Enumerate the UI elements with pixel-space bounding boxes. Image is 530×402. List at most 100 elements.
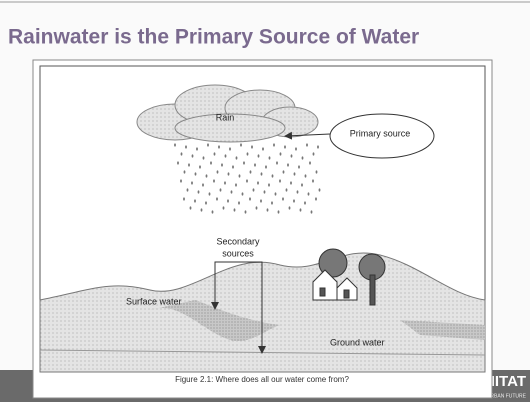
raindrop (302, 156, 304, 159)
primary-label: Primary source (350, 128, 411, 138)
raindrop (311, 210, 313, 213)
raindrop (275, 192, 277, 195)
raindrop (235, 183, 237, 186)
raindrop (239, 174, 241, 177)
raindrop (218, 145, 220, 148)
raindrop (293, 199, 295, 202)
raindrop (261, 172, 263, 175)
raindrop (180, 179, 182, 182)
raindrop (295, 147, 297, 150)
raindrop (247, 152, 249, 155)
raindrop (251, 145, 253, 148)
raindrop (315, 197, 317, 200)
surface-label: Surface water (126, 296, 182, 306)
raindrop (194, 199, 196, 202)
raindrop (206, 174, 208, 177)
raindrop (245, 210, 247, 213)
raindrop (313, 152, 315, 155)
slide: Rainwater is the Primary Source of Water… (0, 0, 530, 402)
raindrop (188, 163, 190, 166)
raindrop (250, 170, 252, 173)
raindrop (291, 154, 293, 157)
raindrop (278, 210, 280, 213)
raindrop (308, 192, 310, 195)
raindrop (229, 147, 231, 150)
raindrop (236, 156, 238, 159)
raindrop (271, 201, 273, 204)
raindrop (269, 156, 271, 159)
raindrop (185, 145, 187, 148)
raindrop (213, 179, 215, 182)
raindrop (260, 199, 262, 202)
raindrop (177, 161, 179, 164)
raindrop (246, 179, 248, 182)
raindrop (203, 156, 205, 159)
raindrop (264, 190, 266, 193)
raindrop (242, 192, 244, 195)
raindrop (238, 201, 240, 204)
raindrop (212, 210, 214, 213)
raindrop (300, 208, 302, 211)
raindrop (209, 192, 211, 195)
raindrop (234, 208, 236, 211)
raindrop (256, 206, 258, 209)
raindrop (196, 147, 198, 150)
raindrop (273, 143, 275, 146)
raindrop (216, 197, 218, 200)
raindrop (184, 170, 186, 173)
raindrop (201, 208, 203, 211)
raindrop (214, 152, 216, 155)
raindrop (231, 190, 233, 193)
raindrop (192, 154, 194, 157)
raindrop (257, 181, 259, 184)
page: Rainwater is the Primary Source of Water… (0, 0, 530, 402)
raindrop (267, 208, 269, 211)
raindrop (298, 165, 300, 168)
raindrop (258, 154, 260, 157)
raindrop (199, 165, 201, 168)
raindrop (306, 143, 308, 146)
raindrop (205, 201, 207, 204)
slide-title: Rainwater is the Primary Source of Water (8, 26, 419, 49)
raindrop (283, 170, 285, 173)
raindrop (243, 161, 245, 164)
raindrop (195, 172, 197, 175)
raindrop (227, 199, 229, 202)
raindrop (232, 165, 234, 168)
raindrop (297, 190, 299, 193)
raindrop (240, 143, 242, 146)
rain-label: Rain (216, 112, 235, 122)
raindrop (280, 152, 282, 155)
raindrop (262, 147, 264, 150)
raindrop (304, 201, 306, 204)
raindrop (317, 145, 319, 148)
raindrop (286, 188, 288, 191)
raindrop (217, 170, 219, 173)
raindrop (183, 197, 185, 200)
raindrop (207, 143, 209, 146)
raindrop (187, 188, 189, 191)
raindrop (289, 206, 291, 209)
raindrop (309, 161, 311, 164)
raindrop (225, 154, 227, 157)
raindrop (223, 206, 225, 209)
raindrop (268, 183, 270, 186)
raindrop (284, 145, 286, 148)
raindrop (249, 197, 251, 200)
raindrop (221, 163, 223, 166)
raindrop (198, 190, 200, 193)
raindrop (276, 161, 278, 164)
secondary-label: Secondary (216, 236, 260, 246)
raindrop (301, 183, 303, 186)
raindrop (290, 181, 292, 184)
raindrop (279, 179, 281, 182)
raindrop (265, 165, 267, 168)
raindrop (202, 183, 204, 186)
secondary-label: sources (222, 248, 254, 258)
ground-label: Ground water (330, 337, 385, 347)
raindrop (224, 181, 226, 184)
raindrop (220, 188, 222, 191)
raindrop (312, 179, 314, 182)
raindrop (305, 174, 307, 177)
raindrop (254, 163, 256, 166)
